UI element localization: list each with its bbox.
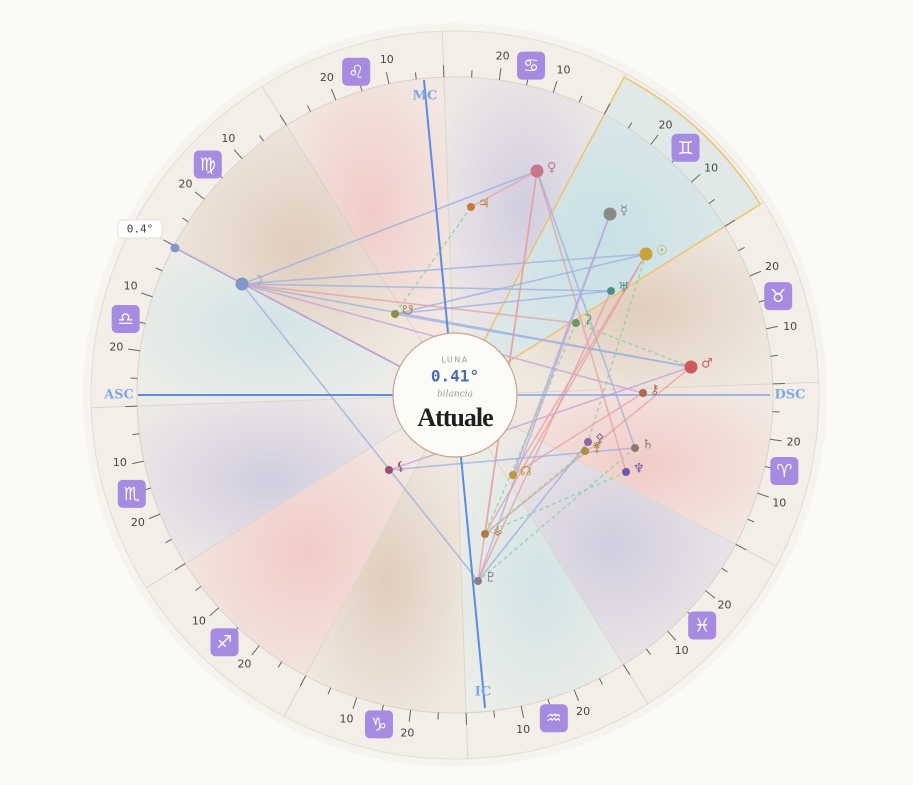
planet-glyph: ♅ bbox=[618, 281, 630, 296]
sign-symbol: ♎ bbox=[118, 309, 134, 330]
sign-symbol: ♓ bbox=[694, 616, 710, 637]
degree-label: 10 bbox=[675, 644, 689, 657]
planet-glyph: ⚷ bbox=[650, 383, 660, 398]
planet-glyph: ☊ bbox=[520, 465, 532, 480]
degree-label: 20 bbox=[787, 436, 801, 449]
degree-label: 10 bbox=[783, 320, 797, 333]
planet-dot bbox=[385, 466, 393, 474]
planet-glyph: ♆ bbox=[633, 462, 645, 477]
planet-glyph: ♄ bbox=[642, 438, 654, 453]
planet-dot bbox=[584, 438, 592, 446]
planet-glyph: ☽ bbox=[252, 274, 264, 289]
planet-glyph: ⚶ bbox=[492, 524, 503, 539]
degree-label: 20 bbox=[400, 727, 414, 740]
degree-label: 20 bbox=[131, 516, 145, 529]
planet-dot bbox=[631, 444, 639, 452]
planet-dot bbox=[467, 203, 475, 211]
planet-glyph: ♃ bbox=[478, 197, 490, 212]
planet-glyph: ☿ bbox=[620, 204, 628, 219]
degree-label: 10 bbox=[557, 64, 571, 77]
sign-symbol: ♐ bbox=[216, 632, 232, 653]
degree-label: 10 bbox=[221, 132, 235, 145]
planet-glyph: ☋ bbox=[402, 304, 414, 319]
degree-label: 10 bbox=[339, 712, 353, 725]
planet-glyph: ♀ bbox=[547, 161, 557, 176]
degree-label: 20 bbox=[179, 177, 193, 190]
degree-label: 20 bbox=[765, 260, 779, 273]
planet-dot bbox=[640, 248, 653, 261]
degree-label: 10 bbox=[192, 615, 206, 628]
planet-glyph: ⚳ bbox=[583, 313, 593, 328]
sign-symbol: ♋ bbox=[523, 56, 539, 77]
degree-label: 10 bbox=[380, 53, 394, 66]
sign-symbol: ♑ bbox=[371, 714, 387, 735]
center: LUNA 0.41° bilancia Attuale bbox=[393, 333, 517, 457]
planet-dot bbox=[391, 310, 399, 318]
planet-glyph: ⚵ bbox=[592, 441, 602, 456]
center-title: Attuale bbox=[417, 403, 493, 432]
planet-dot bbox=[474, 577, 482, 585]
mc-label: MC bbox=[413, 89, 438, 104]
sign-symbol: ♒ bbox=[546, 708, 562, 729]
degree-label: 10 bbox=[516, 723, 530, 736]
planet-glyph: ♇ bbox=[485, 571, 497, 586]
planet-dot bbox=[509, 471, 517, 479]
planet-dot bbox=[685, 361, 698, 374]
degree-label: 10 bbox=[124, 279, 138, 292]
planet-dot bbox=[581, 447, 589, 455]
degree-label: 10 bbox=[772, 497, 786, 510]
degree-label: 10 bbox=[704, 161, 718, 174]
degree-label: 20 bbox=[659, 119, 673, 132]
planet-glyph: ⚸ bbox=[396, 460, 406, 475]
planet-dot bbox=[572, 319, 580, 327]
degree-label: 20 bbox=[109, 340, 123, 353]
planet-dot bbox=[639, 389, 647, 397]
sign-symbol: ♉ bbox=[770, 286, 786, 307]
degree-label: 20 bbox=[717, 599, 731, 612]
planet-dot bbox=[622, 468, 630, 476]
degree-label: 20 bbox=[496, 49, 510, 62]
sign-symbol: ♈ bbox=[776, 461, 792, 482]
sign-symbol: ♏ bbox=[124, 484, 140, 505]
dsc-label: DSC bbox=[774, 388, 805, 403]
planet-glyph: ☉ bbox=[656, 244, 668, 259]
sign-symbol: ♌ bbox=[348, 62, 364, 83]
degree-label: 10 bbox=[113, 456, 127, 469]
planet-dot bbox=[531, 165, 544, 178]
degree-label: 20 bbox=[576, 705, 590, 718]
center-sign: bilancia bbox=[437, 390, 473, 400]
planet-dot bbox=[481, 530, 489, 538]
sign-symbol: ♊ bbox=[677, 138, 693, 159]
asc-label: ASC bbox=[103, 388, 134, 403]
tooltip-text: 0.4° bbox=[127, 223, 154, 236]
degree-label: 20 bbox=[320, 71, 334, 84]
sign-symbol: ♍ bbox=[200, 154, 216, 175]
center-degree: 0.41° bbox=[431, 367, 479, 386]
center-caption: LUNA bbox=[441, 356, 468, 365]
point-marker bbox=[171, 244, 180, 253]
planet-dot bbox=[604, 208, 617, 221]
planet-dot bbox=[607, 287, 615, 295]
degree-label: 20 bbox=[237, 657, 251, 670]
planet-glyph: ♂ bbox=[701, 357, 713, 372]
ic-label: IC bbox=[475, 685, 491, 700]
